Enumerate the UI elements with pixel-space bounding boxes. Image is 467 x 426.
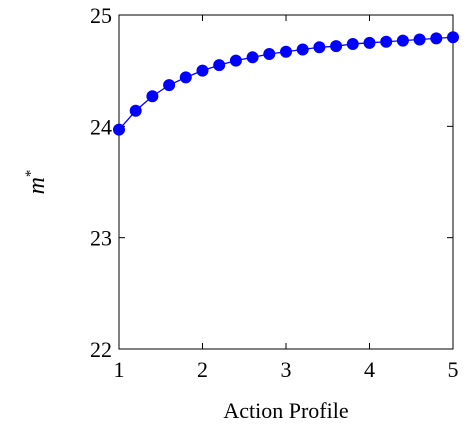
data-point-4 <box>179 71 192 84</box>
plot-frame <box>118 14 454 350</box>
data-point-14 <box>346 37 359 50</box>
data-point-19 <box>430 32 443 45</box>
data-point-16 <box>380 35 393 48</box>
y-tick-label-0: 22 <box>90 337 112 362</box>
x-tick-label-1: 2 <box>197 357 208 382</box>
data-point-8 <box>246 51 259 64</box>
data-point-9 <box>263 47 276 60</box>
data-point-20 <box>447 31 459 44</box>
data-point-0 <box>113 123 125 136</box>
y-tick-labels: 22 23 24 25 <box>90 3 112 362</box>
x-tick-labels: 1 2 3 4 5 <box>114 357 459 382</box>
y-tick-label-1: 23 <box>90 226 112 251</box>
x-tick-label-0: 1 <box>114 357 125 382</box>
x-tick-label-4: 5 <box>448 357 459 382</box>
data-point-3 <box>163 79 176 92</box>
data-point-5 <box>196 64 209 77</box>
y-axis-label-main: m <box>24 177 50 194</box>
y-tick-label-3: 25 <box>90 3 112 28</box>
x-tick-label-3: 4 <box>364 357 375 382</box>
data-point-11 <box>296 43 309 56</box>
data-point-15 <box>363 36 376 49</box>
y-tick-label-2: 24 <box>90 114 112 139</box>
data-point-2 <box>146 90 159 103</box>
y-axis-label: m* <box>23 170 50 195</box>
data-point-17 <box>396 34 409 47</box>
series-markers <box>113 31 459 136</box>
data-point-12 <box>313 41 326 54</box>
x-tick-label-2: 3 <box>281 357 292 382</box>
data-point-6 <box>213 59 226 72</box>
data-point-10 <box>280 45 292 58</box>
data-point-7 <box>229 54 242 67</box>
x-axis-label: Action Profile <box>223 398 348 423</box>
y-axis-label-superscript: * <box>23 170 39 178</box>
data-point-13 <box>330 40 343 53</box>
data-point-1 <box>129 104 142 117</box>
data-point-18 <box>413 33 426 46</box>
axis-ticks <box>118 14 454 350</box>
